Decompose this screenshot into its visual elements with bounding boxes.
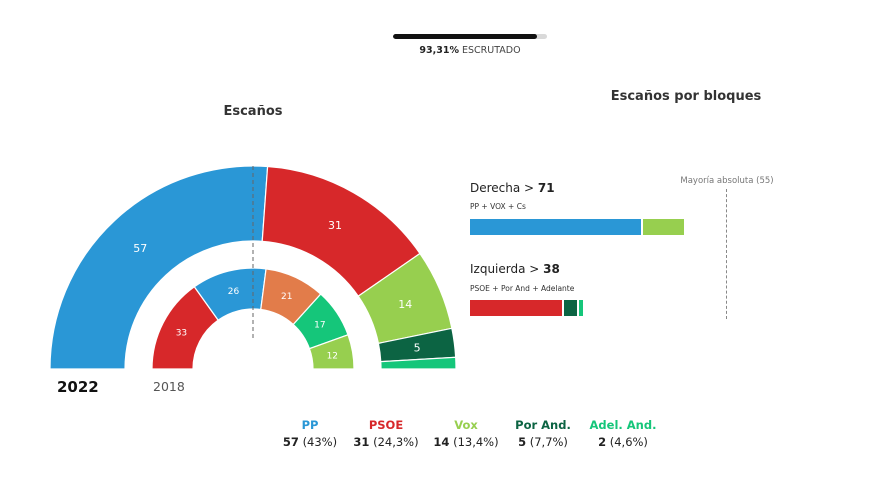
block-left-members: PSOE + Por And + Adelante: [470, 284, 575, 293]
block-right-name: Derecha: [470, 181, 521, 195]
legend-party-name: Adel. And.: [589, 418, 657, 432]
seat-arc-label: 21: [281, 292, 292, 302]
scrutiny-percent: 93,31%: [419, 45, 459, 56]
block-bar-segment-pp: [470, 219, 642, 235]
block-bar-segment-por-and-: [564, 300, 578, 316]
legend-party-value: 5 (7,7%): [518, 435, 568, 449]
block-bar-segment-vox: [643, 219, 684, 235]
legend-party-value: 57 (43%): [282, 435, 338, 449]
seat-arc-label: 17: [314, 320, 325, 330]
block-bar-segment-psoe: [470, 300, 563, 316]
absolute-majority-line: [726, 189, 727, 319]
seats-chart-title: Escaños: [223, 104, 283, 119]
block-right-total: 71: [537, 181, 555, 195]
seat-arc-label: 26: [228, 287, 240, 297]
scrutiny-progress-label: 93,31% ESCRUTADO: [393, 45, 547, 56]
seat-arc-label: 5: [414, 342, 421, 355]
absolute-majority-label: Mayoría absoluta (55): [680, 176, 774, 186]
scrutiny-progress-fill: [393, 34, 537, 39]
block-left-total: 38: [543, 262, 560, 276]
block-left-name: Izquierda: [470, 262, 526, 276]
legend-item-adel-and: Adel. And. 2 (4,6%): [563, 418, 683, 449]
block-left-label: Izquierda > 38: [470, 262, 560, 276]
seat-arc-label: 31: [328, 219, 342, 232]
block-right-members: PP + VOX + Cs: [470, 202, 526, 211]
block-right-label: Derecha > 71: [470, 181, 555, 195]
legend-party-value: 2 (4,6%): [598, 435, 648, 449]
seat-arc-label: 14: [398, 298, 412, 311]
legend-party-value: 14 (13,4%): [433, 435, 499, 449]
seat-arc-2018-vox: [308, 333, 355, 370]
block-bar-segment-adel-and-: [579, 300, 584, 316]
legend-party-name: PSOE: [368, 418, 404, 432]
legend-item-psoe: PSOE 31 (24,3%): [326, 418, 446, 449]
legend-party-name: Por And.: [515, 418, 571, 432]
legend-item-por-and: Por And. 5 (7,7%): [483, 418, 603, 449]
legend-item-vox: Vox 14 (13,4%): [406, 418, 526, 449]
blocks-chart-title: Escaños por bloques: [610, 89, 762, 104]
seat-arc-2022-adel-and-: [380, 356, 457, 370]
legend-party-name: PP: [301, 418, 319, 432]
seat-arc-label: 57: [133, 242, 147, 255]
legend-party-value: 31 (24,3%): [353, 435, 419, 449]
seat-arc-label: 12: [327, 351, 338, 361]
year-label-previous: 2018: [153, 379, 185, 394]
seat-arc-2022-pp: [49, 165, 269, 370]
scrutiny-progress-bar: [393, 34, 547, 39]
scrutiny-label: ESCRUTADO: [462, 45, 521, 56]
legend-party-name: Vox: [454, 418, 478, 432]
seat-arc-label: 33: [176, 328, 187, 338]
year-label-current: 2022: [57, 378, 99, 396]
legend-item-pp: PP 57 (43%): [250, 418, 370, 449]
